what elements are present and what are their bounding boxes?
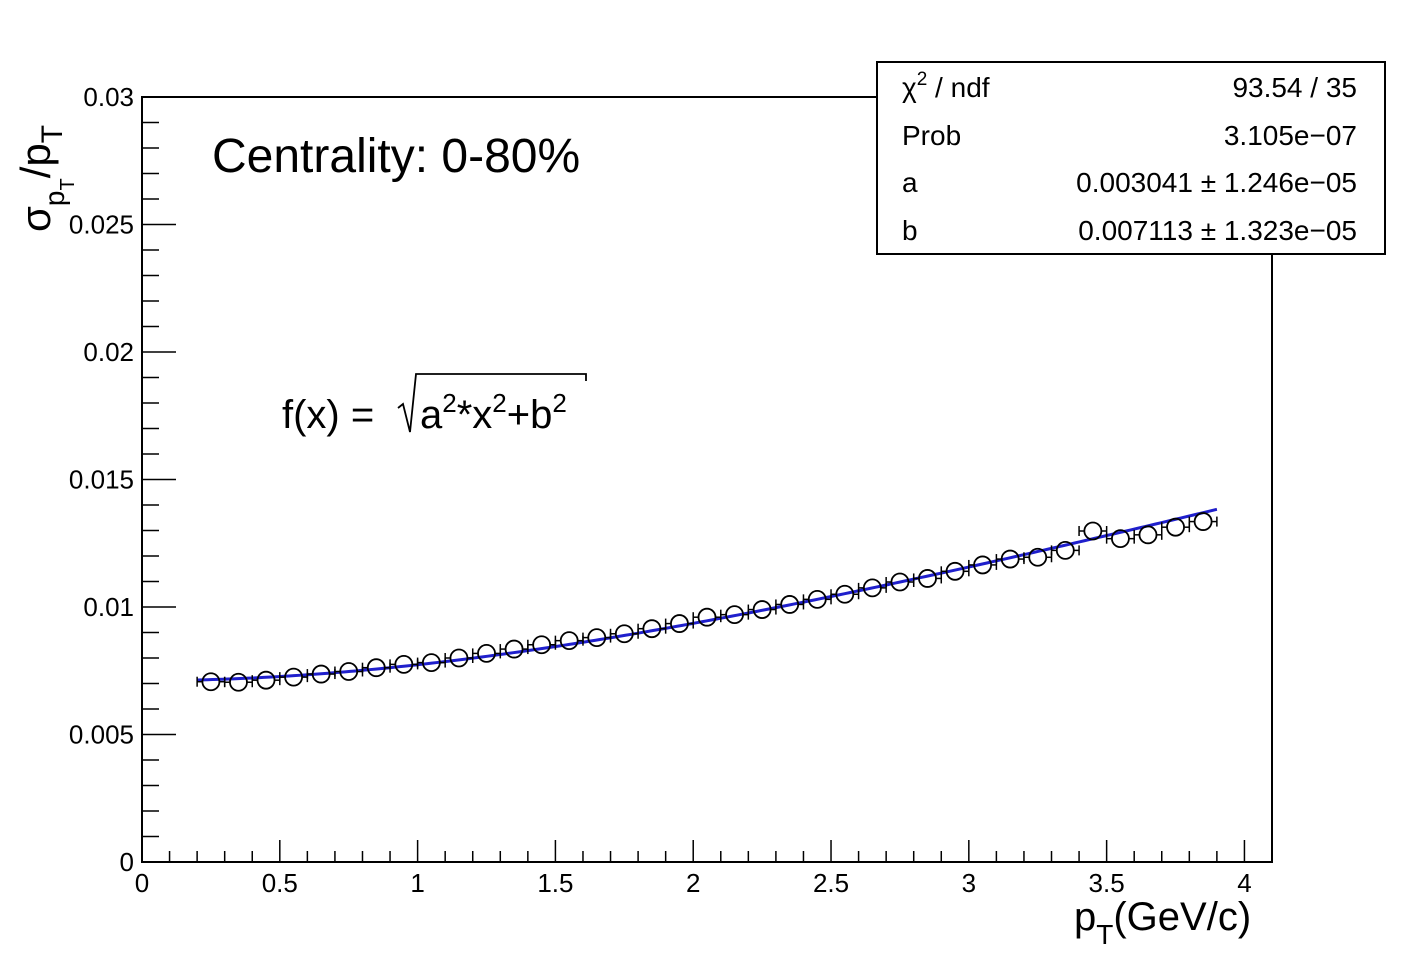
y-axis-title-sub1: T <box>57 178 79 190</box>
stats-name-prob: Prob <box>902 120 961 151</box>
data-point <box>284 667 303 687</box>
stats-box: χ2 / ndf 93.54 / 35 Prob 3.105e−07 a 0.0… <box>876 61 1386 255</box>
x-axis-title-p: p <box>1074 895 1096 939</box>
chi-icon: χ <box>902 72 917 103</box>
data-point <box>752 600 772 619</box>
data-point <box>614 624 634 644</box>
data-points-layer <box>196 512 1218 692</box>
stats-chi2-rest: / ndf <box>927 72 989 103</box>
y-tick-label: 0.01 <box>83 592 134 622</box>
data-point <box>670 614 689 633</box>
stats-name-b: b <box>902 215 918 246</box>
data-point <box>394 654 414 674</box>
data-point <box>256 670 276 690</box>
stats-value-b: 0.007113 ± 1.323e−05 <box>1078 215 1357 246</box>
x-tick-label: 2.5 <box>813 868 849 898</box>
data-point <box>1083 521 1103 541</box>
data-point <box>945 561 965 581</box>
x-tick-label: 3 <box>962 868 976 898</box>
fit-curve-underlay <box>197 508 1218 681</box>
x-axis-title: pT(GeV/c) <box>1074 895 1251 950</box>
data-point <box>807 589 827 609</box>
x-tick-label: 0 <box>135 868 149 898</box>
stats-value-prob: 3.105e−07 <box>1224 120 1357 151</box>
x-tick-label: 4 <box>1237 868 1251 898</box>
y-tick-label: 0 <box>120 847 134 877</box>
data-point <box>1028 547 1048 567</box>
stats-value-chi2: 93.54 / 35 <box>1232 72 1357 103</box>
formula-sup2: 2 <box>492 388 506 418</box>
formula-plus: +b <box>507 393 553 437</box>
centrality-label: Centrality: 0-80% <box>212 130 580 183</box>
x-axis-ticks: 0 0.5 1 1.5 2 2.5 3 3.5 4 <box>135 840 1273 898</box>
data-point <box>1111 529 1130 549</box>
data-point <box>642 619 662 639</box>
data-point <box>1166 517 1185 537</box>
y-axis-title-sigma: σ <box>12 206 59 232</box>
data-point <box>559 631 579 651</box>
stats-value-a: 0.003041 ± 1.246e−05 <box>1076 167 1357 198</box>
y-tick-label: 0.02 <box>83 337 134 367</box>
x-tick-label: 1 <box>410 868 424 898</box>
stats-box-frame <box>876 61 1386 255</box>
x-tick-label: 1.5 <box>537 868 573 898</box>
formula-sup1: 2 <box>442 388 456 418</box>
data-point <box>1055 540 1075 560</box>
x-tick-label: 0.5 <box>262 868 298 898</box>
formula-mid: *x <box>457 393 493 437</box>
y-axis-ticks: 0 0.005 0.01 0.015 0.02 0.025 0.03 <box>69 82 176 877</box>
data-point <box>918 569 937 588</box>
y-axis-title-slash: / <box>12 166 59 178</box>
x-axis-title-sub: T <box>1096 919 1113 950</box>
data-point <box>421 653 441 672</box>
data-point <box>890 572 910 592</box>
data-point <box>835 584 855 604</box>
data-point <box>973 555 993 575</box>
stats-chi2-sup: 2 <box>917 69 928 90</box>
data-point <box>587 628 607 647</box>
data-point <box>366 658 386 678</box>
fit-curve-layer <box>197 507 1218 682</box>
sqrt-icon <box>397 373 587 433</box>
formula-annotation: f(x) = a2*x2+b2 <box>282 373 587 437</box>
y-axis-title-p2: p <box>12 143 59 166</box>
data-point <box>532 635 552 655</box>
formula-sup3: 2 <box>552 388 566 418</box>
data-point <box>697 607 717 627</box>
x-axis-title-unit: (GeV/c) <box>1113 895 1251 939</box>
data-point <box>1193 512 1213 531</box>
y-axis-title: σpT/pT <box>12 125 79 232</box>
y-axis-title-p1: p <box>39 191 70 207</box>
x-tick-label: 3.5 <box>1089 868 1125 898</box>
y-tick-label: 0.03 <box>83 82 134 112</box>
data-point <box>1138 525 1158 545</box>
fit-curve <box>197 507 1218 682</box>
formula-lhs: f(x) = <box>282 393 374 437</box>
data-point <box>339 662 359 681</box>
y-tick-label: 0.005 <box>69 720 134 750</box>
data-point <box>311 664 331 684</box>
x-tick-label: 2 <box>686 868 700 898</box>
data-point <box>201 672 221 692</box>
data-point <box>504 639 524 659</box>
data-point <box>725 605 744 625</box>
data-point <box>477 644 496 663</box>
formula-radicand: a2*x2+b2 <box>420 388 567 437</box>
stats-name-chi2: χ2 / ndf <box>902 69 990 103</box>
data-point <box>449 648 469 668</box>
y-axis-title-sub2: T <box>36 125 69 143</box>
formula-a: a <box>420 393 443 437</box>
data-point <box>862 578 882 598</box>
y-tick-label: 0.015 <box>69 465 134 495</box>
y-tick-label: 0.025 <box>69 210 134 240</box>
data-point <box>1000 549 1020 569</box>
data-point <box>780 595 800 614</box>
stats-name-a: a <box>902 167 918 198</box>
data-point <box>229 672 248 692</box>
